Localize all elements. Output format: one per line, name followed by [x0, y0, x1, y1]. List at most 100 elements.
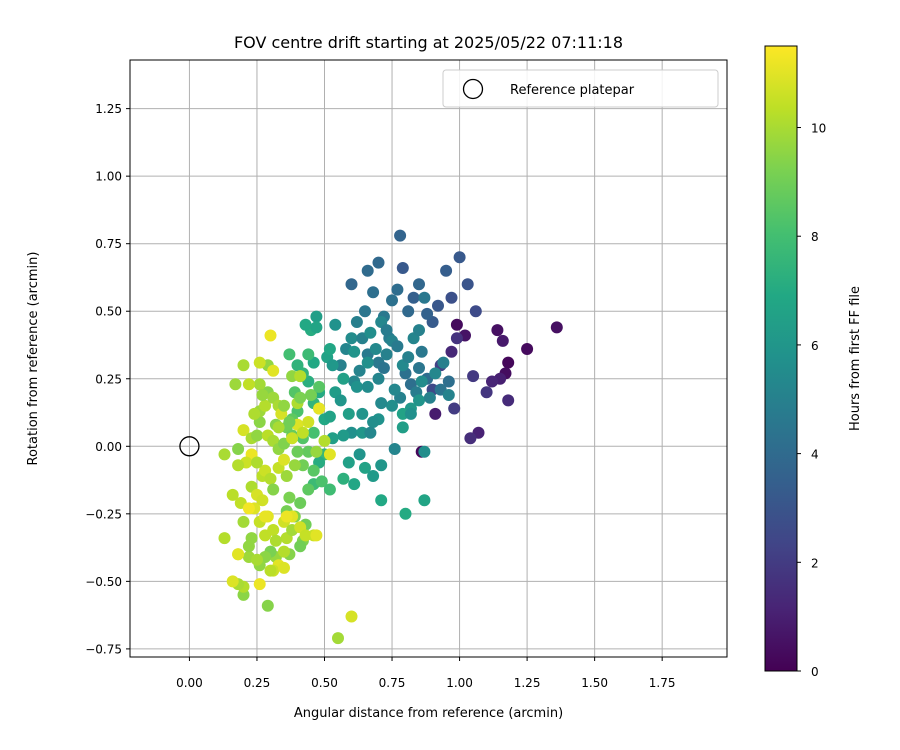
x-tick-label: 1.00 [446, 676, 473, 690]
colorbar-tick-label: 4 [811, 448, 819, 462]
data-point [353, 448, 366, 461]
data-point [248, 407, 261, 420]
data-point [440, 264, 453, 277]
data-point [480, 386, 493, 399]
data-point [272, 421, 285, 434]
data-point [280, 510, 293, 523]
data-point [442, 375, 455, 388]
data-point [445, 345, 458, 358]
data-point [288, 459, 301, 472]
x-tick-label: 0.00 [176, 676, 203, 690]
data-point [267, 483, 280, 496]
data-point [461, 278, 474, 291]
data-point [369, 343, 382, 355]
data-point [264, 329, 277, 342]
data-point [367, 416, 380, 428]
data-point [375, 459, 388, 472]
data-point [469, 305, 482, 318]
data-point [226, 488, 239, 501]
data-point [391, 283, 404, 296]
data-point [245, 532, 258, 545]
data-point [337, 429, 350, 442]
data-point [432, 299, 444, 312]
data-point [283, 416, 296, 428]
data-point [394, 229, 407, 242]
data-point [413, 394, 425, 407]
data-point [418, 291, 431, 304]
data-point [450, 332, 463, 345]
legend-marker [462, 78, 484, 100]
data-point [334, 394, 347, 407]
data-point [291, 445, 304, 458]
data-point [310, 310, 323, 323]
chart-title: FOV centre drift starting at 2025/05/22 … [234, 33, 623, 52]
data-point [415, 375, 428, 388]
data-point [350, 316, 363, 328]
data-point [294, 370, 307, 383]
y-axis-ticks: −0.75 −0.50 −0.25 0.00 0.25 0.50 0.75 1.00 1.25 [85, 102, 130, 656]
data-point [232, 548, 245, 561]
data-point [315, 475, 328, 488]
data-point [467, 370, 480, 383]
data-point [302, 416, 315, 428]
data-point [291, 359, 304, 372]
y-tick-label: 0.00 [95, 440, 122, 454]
legend-box [442, 69, 719, 108]
data-point [345, 278, 358, 291]
data-point [302, 348, 315, 361]
data-point [337, 472, 350, 485]
data-point [502, 394, 515, 407]
data-point [337, 372, 350, 385]
data-point [399, 507, 412, 520]
data-point [313, 402, 326, 415]
data-point [404, 407, 417, 420]
colorbar-tick-label: 10 [811, 122, 826, 136]
data-point [464, 432, 477, 445]
data-point [278, 399, 290, 412]
colorbar-ticks: 0 2 4 6 8 10 [797, 122, 826, 679]
legend-entry-label: Reference platepar [510, 83, 635, 98]
data-point [251, 456, 263, 469]
data-point [521, 343, 534, 355]
x-tick-label: 0.75 [379, 676, 406, 690]
data-point [283, 348, 296, 361]
data-point [256, 389, 269, 401]
data-point [302, 483, 315, 496]
data-point [242, 502, 255, 515]
data-point [345, 610, 358, 623]
data-point [388, 443, 401, 455]
data-point [264, 472, 277, 485]
data-point [259, 510, 272, 523]
data-point [332, 632, 344, 645]
data-point [502, 356, 515, 369]
data-point [307, 426, 320, 439]
data-point [415, 345, 428, 358]
data-point [307, 464, 320, 477]
data-point [264, 564, 277, 577]
data-point [375, 397, 388, 410]
data-point [261, 599, 274, 612]
data-point [442, 389, 455, 401]
data-point [294, 391, 307, 404]
data-point [251, 429, 263, 442]
data-point [361, 356, 374, 369]
data-point [450, 318, 463, 331]
data-point [323, 343, 336, 355]
data-point [242, 378, 255, 391]
data-point [386, 399, 398, 412]
data-point [278, 545, 290, 558]
legend: Reference platepar [442, 69, 719, 108]
data-point [418, 494, 431, 507]
y-tick-label: −0.25 [85, 507, 122, 521]
data-point [323, 483, 336, 496]
data-point [218, 532, 231, 545]
colorbar: 0 2 4 6 8 10 Hours from first FF file [764, 45, 863, 679]
data-point [329, 318, 342, 331]
y-tick-label: 1.25 [95, 102, 122, 116]
data-point [423, 391, 436, 404]
data-point [356, 407, 369, 420]
data-point [294, 540, 307, 553]
data-point [229, 378, 242, 391]
data-point [283, 491, 296, 504]
data-point [348, 345, 361, 358]
